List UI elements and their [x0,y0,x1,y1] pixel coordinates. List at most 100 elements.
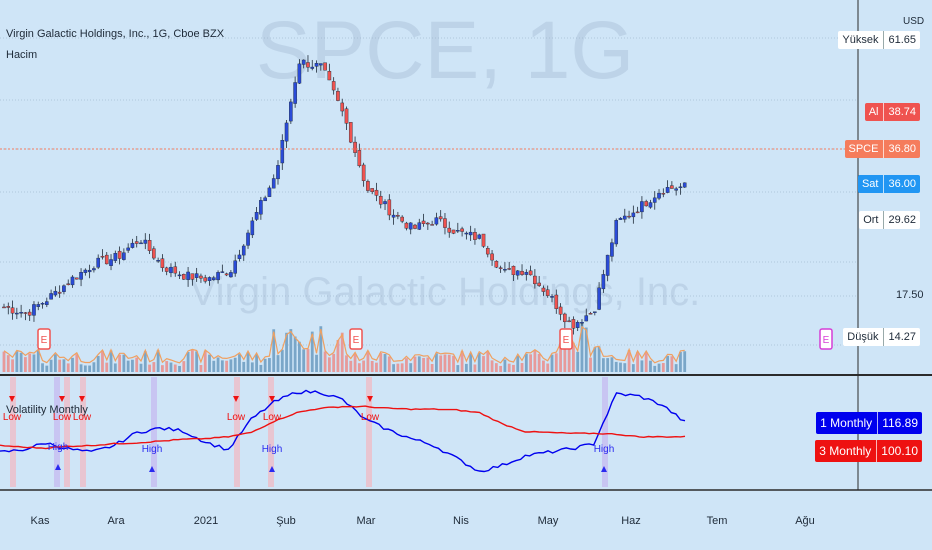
candle-body [670,185,674,189]
band [602,377,608,487]
volume-bar [92,362,96,372]
volume-bar [537,353,541,372]
candle-body [426,222,430,225]
price-tag-spce: SPCE 36.80 [844,140,920,158]
volume-bar [293,336,297,372]
volume-bar [212,360,216,372]
volume-bar [143,351,147,372]
candle-body [468,231,473,236]
candle-body [319,63,323,66]
volume-bar [392,364,395,372]
candle-body [194,273,199,278]
volume-bar [490,360,494,372]
volume-bar [469,353,473,372]
candle-body [122,252,126,260]
volume-bar [272,329,276,372]
candle-body [597,287,601,310]
price-tag-value: 36.80 [888,143,916,155]
earnings-marker-label: E [41,335,48,346]
volume-bar [96,355,100,372]
volume-bar [456,365,460,372]
candle-body [53,290,58,296]
candle-body [331,81,336,91]
low-arrow [367,396,373,402]
band [64,377,70,487]
low-arrow [269,396,275,402]
candle-body [160,258,165,268]
candle-body [456,230,460,232]
candle-body [109,259,113,266]
price-tag-value: 61.65 [888,34,916,46]
indicator-name[interactable]: Volatility Monthly [6,404,88,416]
candle-body [605,254,610,276]
volume-bar [375,362,378,372]
candle-body [134,241,139,244]
x-axis-label: Haz [621,515,641,527]
candle-body [443,218,447,228]
volume-bar [190,350,194,372]
symbol-title[interactable]: Virgin Galactic Holdings, Inc., 1G, Cboe… [6,28,225,40]
candle-body [306,62,310,68]
candle-body [143,239,148,244]
x-axis-label: Şub [276,515,296,527]
candle-body [83,269,88,273]
volume-bar [683,351,687,372]
volume-bar [250,362,254,372]
candle-body [554,294,559,309]
price-tag-label: Sat [862,175,885,193]
volume-bar [285,332,288,372]
volume-bar [229,359,233,372]
volume-bar [512,364,515,372]
volume-bar [520,363,524,372]
volume-label[interactable]: Hacim [6,49,38,61]
candle-body [404,222,409,229]
candle-body [344,108,349,124]
volume-bar [486,351,490,372]
volume-bar [614,361,618,372]
candle-body [130,242,135,248]
volume-bar [263,358,267,372]
candle-body [182,274,186,280]
volume-bar [255,354,258,372]
candle-body [545,289,550,296]
low-marker-label: Low [227,412,246,423]
volume-bar [135,357,139,372]
x-axis-label: 2021 [194,515,218,527]
candle-body [357,150,362,167]
volume-bar [606,358,610,372]
candle-body [631,212,636,218]
candle-body [640,201,644,213]
candle-body [665,187,670,193]
candle-body [267,187,272,197]
indicator-legend-label: 1 Monthly [820,412,879,434]
candle-body [92,268,96,271]
candle-body [211,277,216,281]
volume-bar [242,361,246,372]
volume-bar [49,359,53,372]
candle-body [464,232,469,235]
x-axis-label: Nis [453,515,469,527]
volume-bar [413,356,417,372]
volume-bar [430,364,434,372]
volume-bar [610,357,614,372]
candle-body [310,66,315,69]
volume-bar [332,353,336,372]
volume-bar [653,365,657,372]
volume-bar [113,363,117,372]
candle-body [515,270,520,276]
volatility-1-monthly-line [0,389,686,473]
candle-body [575,322,580,328]
indicator-pane [0,376,858,488]
candle-body [383,201,387,205]
volume-bar [101,350,104,372]
volume-bar [661,363,665,372]
volume-bar [460,351,464,372]
x-axis-label: May [538,515,559,527]
candle-body [348,122,353,143]
price-tick-17-50: 17.50 [896,289,924,301]
candle-body [96,257,100,268]
candle-body [353,141,357,153]
